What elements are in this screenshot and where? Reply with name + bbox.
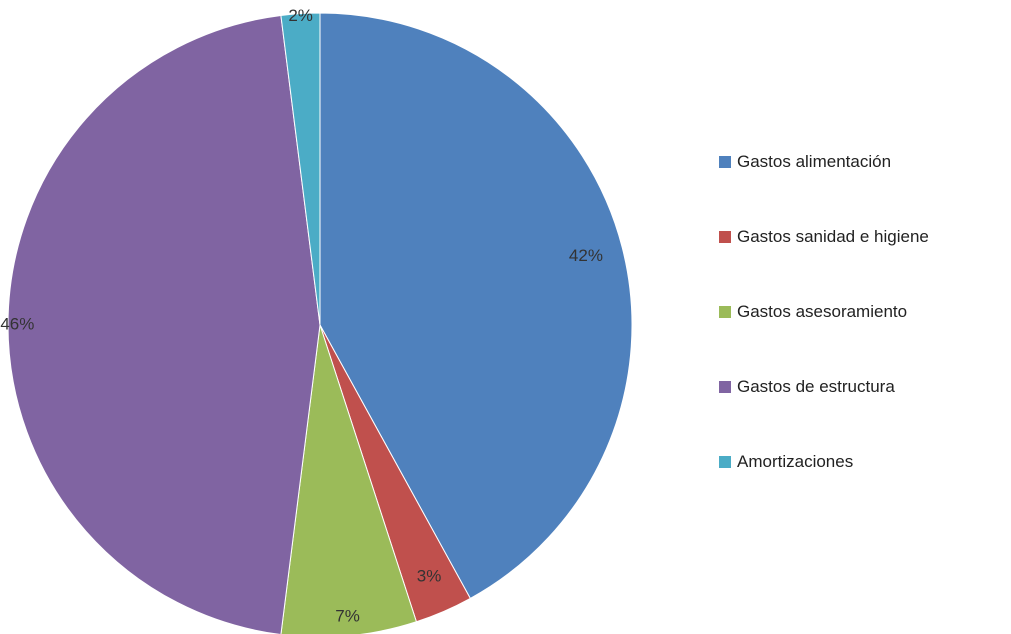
legend-label: Gastos sanidad e higiene — [737, 226, 929, 246]
legend-label: Gastos alimentación — [737, 151, 892, 171]
legend-label: Gastos asesoramiento — [737, 301, 908, 321]
data-label-gastos-alimentacion: 42% — [569, 246, 603, 265]
data-label-gastos-asesoramiento: 7% — [335, 606, 360, 625]
legend-swatch — [719, 305, 731, 318]
legend-swatch — [719, 455, 731, 468]
legend-swatch — [719, 155, 731, 168]
legend-swatch — [719, 380, 731, 393]
legend-swatch — [719, 230, 731, 243]
legend-item-gastos-de-estructura: Gastos de estructura — [719, 375, 929, 398]
pie-slice-gastos-de-estructura — [7, 14, 321, 634]
pie-slice-gastos-alimentacion — [319, 12, 633, 600]
legend-item-gastos-asesoramiento: Gastos asesoramiento — [719, 300, 929, 323]
legend: Gastos alimentación Gastos sanidad e higi… — [719, 150, 929, 525]
legend-item-amortizaciones: Amortizaciones — [719, 450, 929, 473]
pie-slice-amortizaciones — [280, 12, 321, 326]
legend-label: Amortizaciones — [737, 451, 854, 471]
legend-label: Gastos de estructura — [737, 376, 895, 396]
data-label-amortizaciones: 2% — [288, 6, 313, 25]
pie-slice-gastos-asesoramiento — [280, 324, 418, 634]
data-label-gastos-de-estructura: 46% — [0, 314, 34, 333]
legend-item-gastos-alimentacion: Gastos alimentación — [719, 150, 929, 173]
legend-item-gastos-sanidad-e-higiene: Gastos sanidad e higiene — [719, 225, 929, 248]
data-label-gastos-sanidad-e-higiene: 3% — [417, 566, 442, 585]
